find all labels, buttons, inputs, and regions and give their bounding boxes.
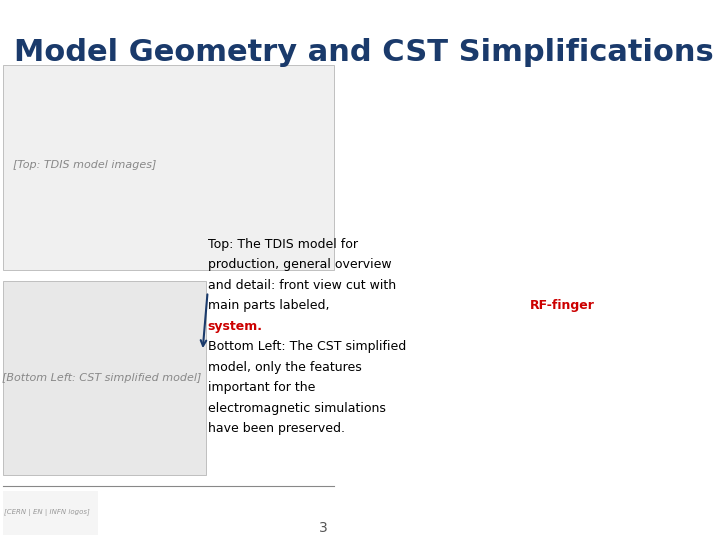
FancyBboxPatch shape bbox=[4, 491, 98, 535]
Text: and detail: front view cut with: and detail: front view cut with bbox=[207, 279, 396, 292]
Text: 3: 3 bbox=[319, 521, 328, 535]
FancyBboxPatch shape bbox=[4, 281, 206, 475]
Text: system.: system. bbox=[207, 320, 263, 333]
Text: have been preserved.: have been preserved. bbox=[207, 422, 345, 435]
Text: production, general overview: production, general overview bbox=[207, 258, 391, 271]
Text: important for the: important for the bbox=[207, 381, 315, 394]
Text: Model Geometry and CST Simplifications: Model Geometry and CST Simplifications bbox=[14, 38, 714, 67]
Text: RF-finger: RF-finger bbox=[530, 299, 595, 312]
Text: Top: The TDIS model for: Top: The TDIS model for bbox=[207, 238, 358, 251]
Text: Bottom Left: The CST simplified: Bottom Left: The CST simplified bbox=[207, 340, 406, 353]
Text: model, only the features: model, only the features bbox=[207, 361, 361, 374]
FancyBboxPatch shape bbox=[4, 65, 334, 270]
Text: electromagnetic simulations: electromagnetic simulations bbox=[207, 402, 385, 415]
Text: [Bottom Left: CST simplified model]: [Bottom Left: CST simplified model] bbox=[1, 373, 201, 383]
Text: [CERN | EN | INFN logos]: [CERN | EN | INFN logos] bbox=[4, 510, 90, 516]
Text: main parts labeled,: main parts labeled, bbox=[207, 299, 333, 312]
Text: [Top: TDIS model images]: [Top: TDIS model images] bbox=[13, 160, 156, 170]
